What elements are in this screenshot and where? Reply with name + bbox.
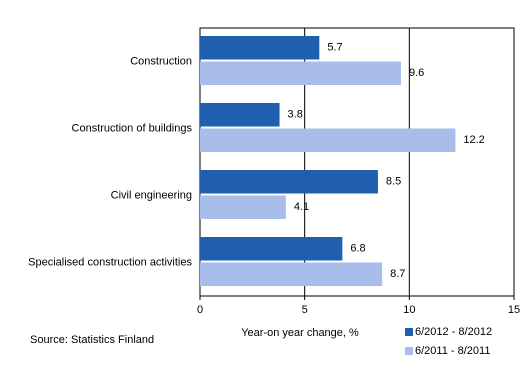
x-axis-label: Year-on year change, %: [241, 327, 359, 339]
bar: [200, 128, 456, 152]
bar: [200, 103, 280, 127]
bar: [200, 195, 286, 219]
data-label: 4.1: [294, 201, 309, 213]
data-label: 5.7: [327, 42, 342, 54]
source: Source: Statistics Finland: [30, 334, 154, 346]
bar: [200, 36, 320, 60]
bar: [200, 237, 343, 261]
y-tick-label: Construction of buildings: [72, 122, 193, 134]
legend-label: 6/2011 - 8/2011: [415, 345, 490, 357]
data-label: 8.7: [390, 268, 405, 280]
legend-swatch: [405, 347, 413, 355]
data-label: 9.6: [409, 67, 424, 79]
data-label: 12.2: [463, 134, 484, 146]
y-tick-label: Civil engineering: [111, 189, 192, 201]
y-tick-label: Construction: [130, 55, 192, 67]
bar: [200, 262, 383, 286]
legend-label: 6/2012 - 8/2012: [415, 326, 492, 338]
y-tick-label: Specialised construction activities: [28, 256, 192, 268]
data-label: 8.5: [386, 176, 401, 188]
legend-swatch: [405, 328, 413, 336]
x-tick-label: 5: [302, 304, 308, 316]
bar: [200, 61, 401, 85]
x-tick-label: 15: [508, 304, 520, 316]
data-label: 3.8: [288, 109, 303, 121]
bar: [200, 170, 378, 194]
x-tick-label: 0: [197, 304, 203, 316]
x-tick-label: 10: [403, 304, 415, 316]
data-label: 6.8: [350, 243, 365, 255]
